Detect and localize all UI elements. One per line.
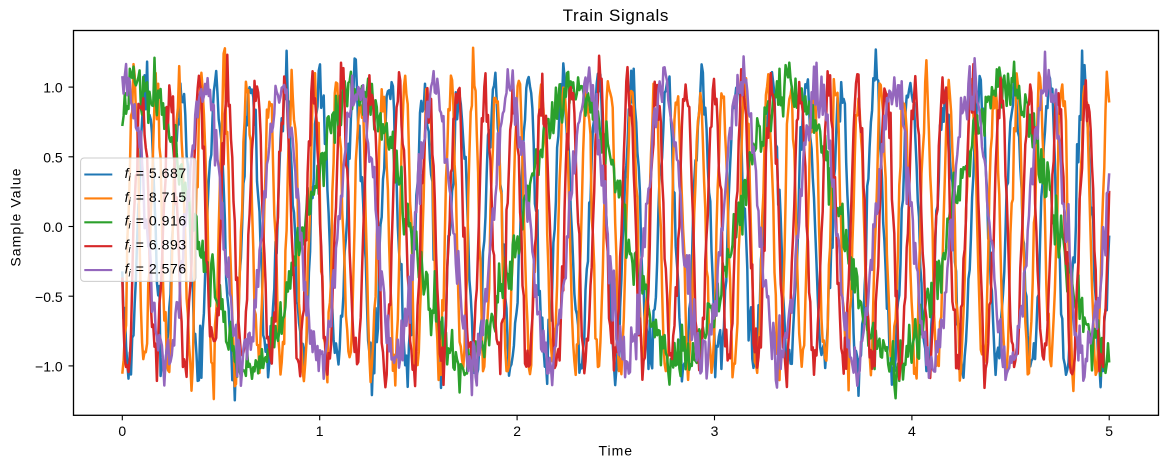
svg-text:fi = 6.893: fi = 6.893 — [125, 237, 187, 256]
svg-text:Time: Time — [599, 443, 634, 459]
svg-text:4: 4 — [908, 423, 916, 439]
svg-text:−0.5: −0.5 — [35, 289, 63, 305]
svg-text:fi = 2.576: fi = 2.576 — [125, 261, 187, 280]
svg-text:fi = 5.687: fi = 5.687 — [125, 165, 187, 184]
svg-text:Train Signals: Train Signals — [563, 6, 669, 25]
svg-text:fi = 0.916: fi = 0.916 — [125, 213, 187, 232]
svg-text:5: 5 — [1105, 423, 1113, 439]
svg-text:0.0: 0.0 — [43, 219, 63, 235]
svg-text:0.5: 0.5 — [43, 149, 63, 165]
svg-text:1.0: 1.0 — [43, 80, 63, 96]
svg-text:3: 3 — [711, 423, 719, 439]
svg-text:−1.0: −1.0 — [35, 359, 63, 375]
svg-text:1: 1 — [316, 423, 324, 439]
svg-text:fi = 8.715: fi = 8.715 — [125, 189, 187, 208]
svg-text:Sample Value: Sample Value — [7, 167, 23, 266]
svg-text:0: 0 — [118, 423, 126, 439]
svg-text:2: 2 — [513, 423, 521, 439]
